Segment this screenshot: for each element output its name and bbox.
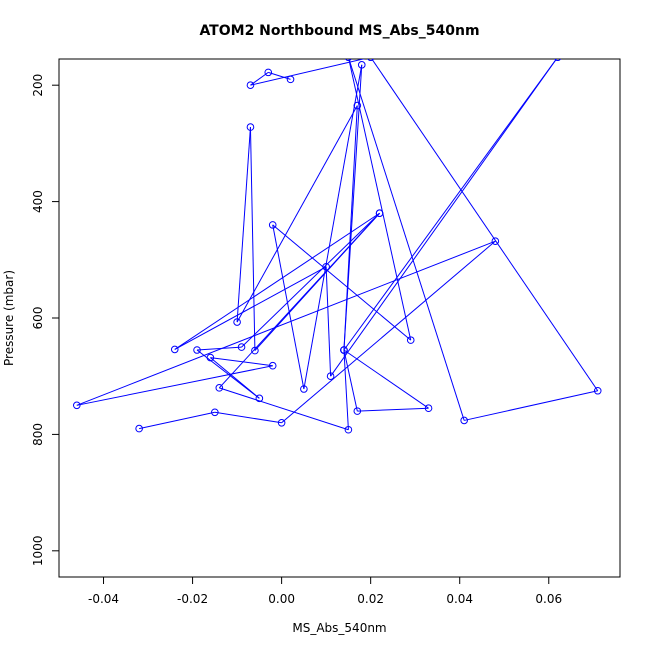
y-tick-label: 200 [31, 74, 45, 97]
data-point [344, 425, 353, 434]
series-line-segment [236, 127, 251, 323]
series-line-segment [268, 71, 291, 80]
x-tick-label: 0.04 [446, 592, 473, 606]
series-line-segment [174, 212, 380, 350]
series-line-segment [357, 407, 429, 412]
series-line-segment [348, 59, 465, 421]
series-line-segment [343, 349, 429, 409]
series-line-segment [272, 224, 412, 341]
x-axis: -0.04 -0.02 0.00 0.02 0.04 0.06 [88, 577, 562, 606]
data-point [340, 346, 348, 354]
data-point [460, 416, 468, 425]
series-line-segment [196, 346, 242, 351]
data-point [193, 346, 201, 354]
data-point [170, 345, 179, 354]
series-line-segment [281, 240, 496, 424]
y-tick-label: 1000 [31, 536, 45, 567]
series-line-segment [76, 365, 273, 406]
series-line-segment [254, 212, 380, 351]
data-series [73, 59, 602, 434]
data-point [286, 75, 295, 84]
data-point [237, 343, 246, 351]
data-point [246, 123, 255, 131]
series-line-segment [464, 390, 598, 421]
data-point [264, 68, 273, 77]
data-point [251, 346, 259, 355]
series-line-segment [139, 411, 215, 430]
data-point [345, 59, 352, 62]
data-point [73, 401, 81, 410]
series-line-segment [348, 59, 412, 341]
data-point [211, 408, 219, 417]
series-line-segment [219, 387, 349, 431]
data-point [135, 424, 143, 433]
data-point [375, 209, 384, 218]
series-line-segment [76, 240, 496, 406]
series-line-segment [249, 127, 256, 351]
data-point [326, 372, 335, 381]
y-tick-label: 400 [31, 190, 45, 213]
data-point [353, 101, 362, 110]
data-point [367, 59, 375, 62]
series-line-segment [371, 59, 599, 392]
chart-title: ATOM2 Northbound MS_Abs_540nm [199, 23, 479, 39]
data-point [300, 385, 308, 393]
y-axis: 200 400 600 800 1000 [31, 74, 59, 566]
series-line-segment [210, 357, 273, 367]
data-point [215, 384, 224, 392]
series-line-segment [272, 224, 305, 390]
series-line-segment [330, 59, 558, 377]
x-tick-label: 0.00 [268, 592, 295, 606]
data-point [322, 262, 330, 271]
data-point [353, 407, 362, 415]
x-tick-label: -0.04 [88, 592, 119, 606]
series-line-segment [241, 212, 380, 348]
data-point [268, 361, 277, 370]
series-line-segment [250, 59, 366, 86]
data-point [491, 237, 500, 245]
data-point [424, 404, 433, 413]
series-line-segment [343, 64, 363, 351]
data-point [554, 59, 562, 62]
series-line-segment [303, 64, 363, 390]
data-point [246, 81, 255, 89]
data-point [593, 386, 602, 395]
data-point [277, 418, 286, 427]
data-point [268, 221, 277, 229]
series-line-segment [343, 349, 349, 430]
data-point [233, 318, 241, 326]
y-axis-label: Pressure (mbar) [2, 270, 16, 366]
x-tick-label: -0.02 [177, 592, 208, 606]
y-tick-label: 600 [31, 307, 45, 330]
series-line-segment [236, 105, 358, 323]
x-tick-label: 0.06 [535, 592, 562, 606]
data-point [206, 353, 215, 362]
data-point [255, 394, 264, 403]
series-line-segment [174, 266, 327, 350]
series-line-segment [343, 349, 358, 412]
data-point [406, 336, 415, 344]
x-tick-label: 0.02 [357, 592, 384, 606]
series-line-segment [214, 411, 282, 424]
x-axis-label: MS_Abs_540nm [292, 621, 386, 635]
y-tick-label: 800 [31, 423, 45, 446]
data-point [357, 61, 366, 69]
series-line-segment [343, 59, 558, 351]
series-line-segment [325, 266, 332, 377]
